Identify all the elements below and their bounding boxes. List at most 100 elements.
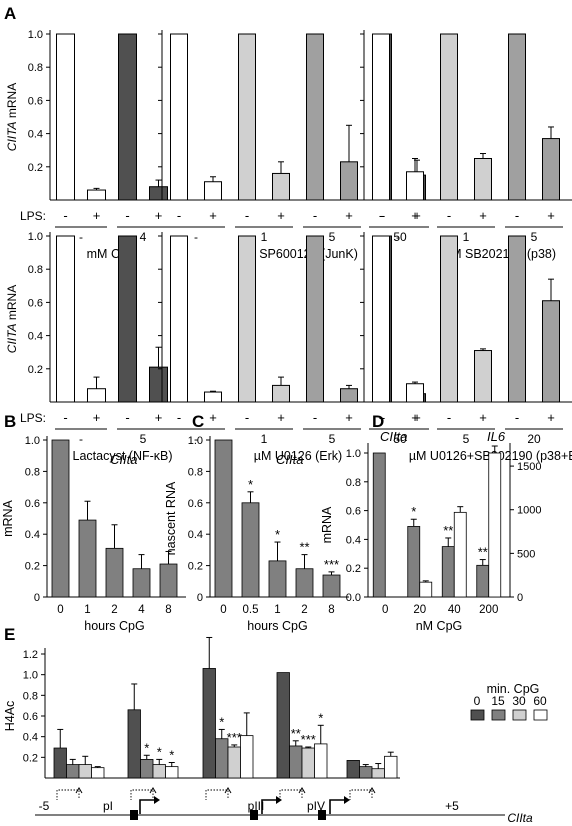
panel-e-y-tick-label: 1.0 — [23, 670, 38, 682]
panel-a1-y-axis-label: CIITA mRNA — [5, 83, 19, 151]
panel-d-y-tick-label: 0.6 — [346, 506, 361, 518]
panel-a5-bar — [170, 235, 188, 403]
panel-a6-group-label: - — [396, 432, 400, 446]
panel-a2-lps-sign: - — [313, 208, 317, 223]
panel-a5-group-label: 50 — [393, 432, 407, 446]
panel-b-x-axis-label: hours CpG — [84, 619, 144, 633]
panel-d-x-axis-label: nM CpG — [416, 619, 463, 633]
panel-a1-y-tick-label: 0.6 — [28, 95, 43, 107]
panel-a4-bar — [56, 235, 75, 403]
panel-a5-lps-sign: + — [345, 410, 353, 425]
panel-e-bar — [202, 668, 216, 779]
panel-a3-bar — [508, 33, 526, 201]
panel-e-bar — [359, 766, 373, 779]
panel-a2-lps-sign: + — [277, 208, 285, 223]
panel-a6-bar — [542, 300, 560, 403]
panel-c-gene-label: CIIta — [276, 452, 303, 467]
panel-a5-group-label: 1 — [261, 432, 268, 446]
panel-e-site-connector — [56, 789, 80, 800]
lps-label: LPS: — [20, 209, 46, 223]
panel-d-x-tick-label: 20 — [413, 604, 426, 616]
panel-c-x-tick-label: 2 — [301, 604, 307, 616]
panel-e-tss-arrowhead — [154, 796, 160, 804]
panel-d-il6-bar — [419, 581, 433, 598]
panel-e-significance-star: *** — [301, 732, 316, 747]
panel-a6-bar — [372, 235, 390, 403]
panel-a3-bar — [474, 158, 492, 201]
panel-b-x-tick-label: 4 — [138, 604, 145, 616]
y-axis-gene: CIITA — [5, 323, 19, 353]
panel-e-bar — [289, 745, 303, 779]
panel-a5-lps-sign: + — [209, 410, 217, 425]
panel-a6-group-label: 20 — [527, 432, 541, 446]
panel-b-x-tick-label: 1 — [84, 604, 90, 616]
panel-a4-lps-sign: + — [155, 410, 163, 425]
panel-c-y-tick-label: 0.2 — [188, 561, 203, 573]
panel-a5-lps-sign: - — [245, 410, 249, 425]
panel-e-bar — [91, 767, 105, 779]
panel-a6-lps-sign: - — [379, 410, 383, 425]
panel-e-site-connector — [349, 789, 373, 800]
panel-d-ciita-bar — [476, 564, 490, 598]
panel-a4-bar — [149, 366, 168, 403]
panel-a6-lps-sign: + — [411, 410, 419, 425]
panel-e-bar — [346, 760, 360, 779]
panel-e-significance-star: ** — [291, 726, 301, 741]
panel-a6-bar — [508, 235, 526, 403]
panel-a2-group-label: 5 — [329, 230, 336, 244]
panel-a4-bar — [87, 388, 106, 403]
panel-a2-lps-sign: + — [345, 208, 353, 223]
panel-letter-a: A — [4, 4, 16, 23]
panel-e-bar — [227, 746, 241, 779]
panel-a4-x-axis-label: µM Lactacyst (NF-κB) — [51, 449, 172, 463]
y-axis-unit: mRNA — [5, 83, 19, 122]
panel-e-site-label: +5 — [445, 799, 459, 813]
panel-d-gene-right: IL6 — [487, 429, 506, 444]
panel-e-tss-arrow — [329, 799, 348, 814]
panel-a1-lps-sign: + — [93, 208, 101, 223]
panel-e-site-label: -5 — [39, 799, 50, 813]
y-axis-unit: mRNA — [5, 285, 19, 324]
panel-e-legend-swatch — [533, 709, 548, 721]
panel-c-y-tick-label: 1.0 — [188, 435, 203, 447]
panel-d-y-axis-label: mRNA — [320, 506, 334, 543]
panel-d-y2-tick-label: 500 — [517, 548, 535, 560]
panel-a2-bar — [306, 33, 324, 201]
panel-d-ciita-bar — [372, 452, 386, 598]
panel-b-gene-label: CIIta — [110, 452, 137, 467]
panel-a4-y-axis-label: CIITA mRNA — [5, 285, 19, 353]
panel-e-connector-arrowhead — [224, 787, 232, 794]
panel-e-legend-label: 60 — [533, 694, 547, 708]
panel-d-y-tick-label: 1.0 — [346, 448, 361, 460]
panel-e-significance-star: *** — [227, 730, 242, 745]
panel-e-site-connector — [279, 789, 303, 800]
panel-a3-group-label: 5 — [531, 230, 538, 244]
panel-a5-bar — [340, 388, 358, 403]
panel-e-bar — [165, 766, 179, 779]
panel-c-y-tick-label: 0.8 — [188, 466, 203, 478]
panel-d-significance-star: ** — [478, 545, 488, 560]
panel-e-bar — [78, 764, 92, 779]
panel-d-il6-bar — [453, 511, 467, 598]
panel-a5-lps-sign: + — [277, 410, 285, 425]
panel-a1-lps-sign: - — [63, 208, 67, 223]
panel-e-bar — [371, 768, 385, 779]
panel-b-y-tick-label: 0 — [34, 592, 40, 604]
panel-e-site-connector — [205, 789, 229, 800]
panel-c-y-tick-label: 0.4 — [188, 529, 203, 541]
panel-a1-group-label: - — [79, 230, 83, 244]
panel-d-x-tick-label: 0 — [382, 604, 388, 616]
panel-a3-group-label: - — [396, 230, 400, 244]
panel-a5-lps-sign: - — [381, 410, 385, 425]
panel-d-ciita-bar — [407, 526, 421, 598]
panel-e-bar — [240, 735, 254, 779]
panel-b-x-tick-label: 2 — [111, 604, 117, 616]
panel-c-bar — [241, 502, 260, 598]
panel-letter-e: E — [4, 625, 15, 644]
panel-b-y-tick-label: 0.6 — [25, 498, 40, 510]
panel-a4-bar — [118, 235, 137, 403]
panel-d-significance-star: ** — [443, 523, 453, 538]
panel-c-x-axis-label: hours CpG — [247, 619, 307, 633]
panel-a2-lps-sign: - — [381, 208, 385, 223]
